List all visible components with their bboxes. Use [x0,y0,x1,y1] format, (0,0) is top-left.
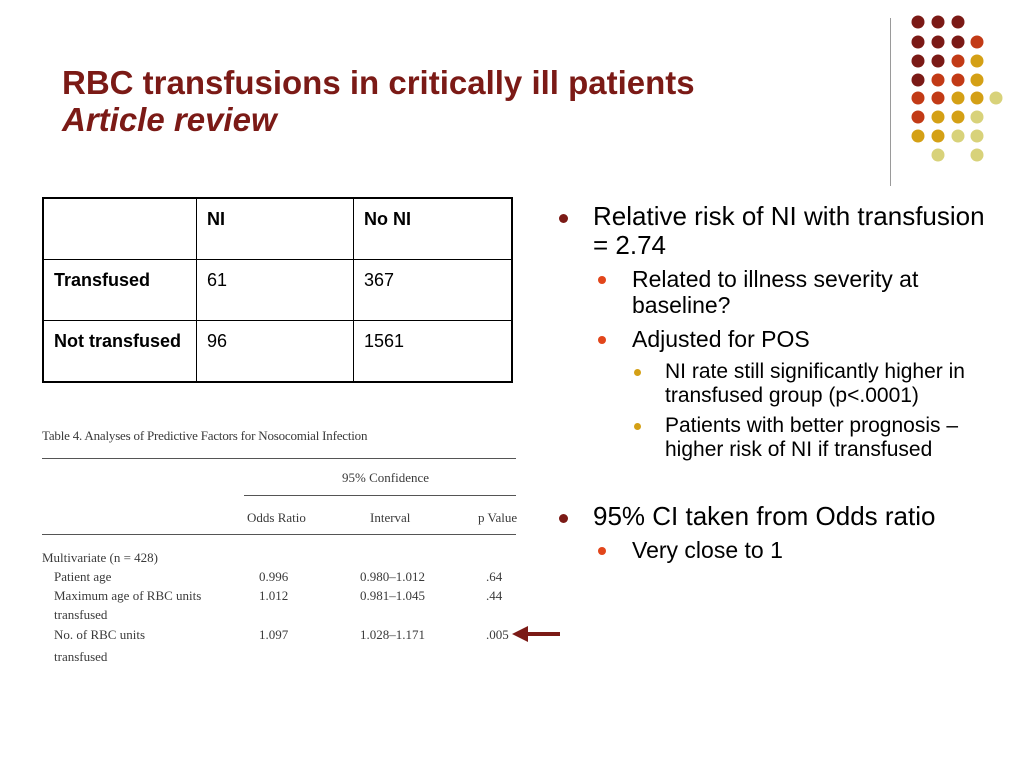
divider-line [890,18,891,186]
slide-title: RBC transfusions in critically ill patie… [62,64,695,101]
table-header-cell: NI [196,197,354,260]
table-rule [42,458,516,459]
bullet-level-1: Relative risk of NI with transfusion = 2… [555,202,1005,260]
odds-ratio-value: 0.996 [259,569,289,584]
table-cell: 1561 [353,320,513,383]
decorative-dot-grid [911,15,1003,162]
bullet-icon [559,214,568,223]
factor-label: Maximum age of RBC units [54,588,202,603]
odds-ratio-value: 1.012 [259,588,289,603]
bullet-icon [634,423,641,430]
table-cell: 96 [196,320,354,383]
bullet-level-1: 95% CI taken from Odds ratio [555,502,1005,531]
bullet-text: Related to illness severity at baseline? [632,266,919,318]
bullet-level-2: Very close to 1 [555,537,1005,563]
table-cell: 61 [196,259,354,321]
row-label-cell: Transfused [42,259,197,321]
slide-title-block: RBC transfusions in critically ill patie… [62,64,695,138]
dot-pattern [911,15,1003,162]
table-caption: Table 4. Analyses of Predictive Factors … [42,428,368,443]
bullet-icon [598,547,606,555]
table-row: Transfused 61 367 [42,259,513,321]
slide-subtitle: Article review [62,101,277,138]
table-header-row: NI No NI [42,197,513,260]
factor-label: No. of RBC units [54,627,146,642]
table-rule [42,534,516,535]
bullet-text: Adjusted for POS [632,326,810,352]
odds-ratio-value: 1.097 [259,627,289,642]
p-value: .64 [486,569,503,584]
bullet-text: Relative risk of NI with transfusion = 2… [593,201,985,260]
table-header-cell: No NI [353,197,513,260]
bullet-text: 95% CI taken from Odds ratio [593,501,936,531]
column-header: Interval [370,510,411,525]
interval-value: 1.028–1.171 [360,627,425,642]
interval-value: 0.980–1.012 [360,569,425,584]
p-value: .44 [486,588,503,603]
row-label-cell: Not transfused [42,320,197,383]
column-header: Odds Ratio [247,510,306,525]
factor-label-cont: transfused [54,649,108,664]
left-arrow-icon [512,626,560,642]
bullet-list: Relative risk of NI with transfusion = 2… [555,202,1005,563]
bullet-text: Patients with better prognosis – higher … [665,414,958,461]
table-rule [244,495,516,496]
table-cell: 367 [353,259,513,321]
bullet-level-3: NI rate still significantly higher in tr… [555,360,1005,408]
bullet-level-2: Adjusted for POS [555,326,1005,352]
group-header: 95% Confidence [342,470,430,485]
ni-table: NI No NI Transfused 61 367 Not transfuse… [42,197,513,383]
bullet-icon [598,336,606,344]
bullet-text: Very close to 1 [632,537,783,563]
bullet-icon [559,514,568,523]
bullet-level-2: Related to illness severity at baseline? [555,266,1005,318]
bullet-icon [598,276,606,284]
bullet-text: NI rate still significantly higher in tr… [665,360,965,407]
scanned-odds-ratio-table: Table 4. Analyses of Predictive Factors … [40,428,520,668]
p-value: .005 [486,627,509,642]
column-header: p Value [478,510,518,525]
table-header-cell [42,197,197,260]
factor-label: Patient age [54,569,112,584]
bullet-icon [634,369,641,376]
section-label: Multivariate (n = 428) [42,550,158,565]
interval-value: 0.981–1.045 [360,588,425,603]
factor-label-cont: transfused [54,607,108,622]
bullet-level-3: Patients with better prognosis – higher … [555,414,1005,462]
table-row: Not transfused 96 1561 [42,320,513,383]
